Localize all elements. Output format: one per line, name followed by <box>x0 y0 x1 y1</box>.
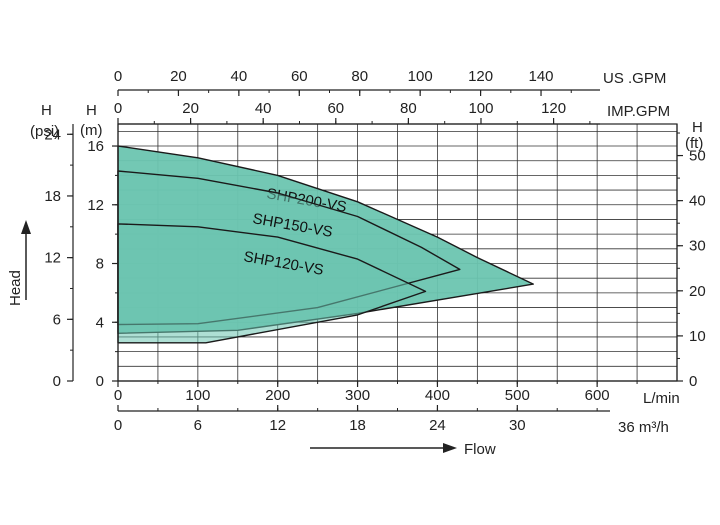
tick-label: 24 <box>429 417 446 434</box>
curve-area-shp120-vs <box>117 223 427 344</box>
tick-label: 40 <box>689 193 706 210</box>
tick-label: 60 <box>291 68 308 85</box>
tick-label: 30 <box>509 417 526 434</box>
tick-label: 18 <box>349 417 366 434</box>
tick-label: 0 <box>53 373 61 390</box>
tick-label: 100 <box>468 100 493 117</box>
psi-axis-h: H <box>41 102 52 119</box>
tick-label: 10 <box>689 328 706 345</box>
ft-axis-unit: (ft) <box>685 135 703 152</box>
l-min-unit: L/min <box>643 390 680 407</box>
axis-head-m: 0 4 8 12 16 <box>87 124 119 390</box>
tick-label: 12 <box>44 250 61 267</box>
tick-label: 60 <box>327 100 344 117</box>
imp-gpm-unit: IMP.GPM <box>607 103 670 120</box>
m-axis-unit: (m) <box>80 122 103 139</box>
tick-label: 20 <box>182 100 199 117</box>
tick-label: 12 <box>87 197 104 214</box>
tick-label: 80 <box>351 68 368 85</box>
tick-label: 20 <box>689 283 706 300</box>
tick-label: 0 <box>96 373 104 390</box>
tick-label: 6 <box>194 417 202 434</box>
head-arrow <box>21 220 31 300</box>
tick-label: 12 <box>269 417 286 434</box>
tick-label: 0 <box>114 68 122 85</box>
axis-us-gpm: 0 20 40 60 80 100 120 140 <box>114 68 600 96</box>
axis-imp-gpm: 0 20 40 60 80 100 120 <box>114 100 600 125</box>
tick-label: 4 <box>96 314 104 331</box>
tick-label: 100 <box>408 68 433 85</box>
tick-label: 40 <box>231 68 248 85</box>
tick-label: 500 <box>505 387 530 404</box>
tick-label: 600 <box>585 387 610 404</box>
m3-h-unit: 36 m³/h <box>618 419 669 436</box>
flow-label: Flow <box>464 441 496 458</box>
tick-label: 0 <box>689 373 697 390</box>
ft-axis-h: H <box>692 119 703 136</box>
tick-label: 200 <box>265 387 290 404</box>
tick-label: 140 <box>529 68 554 85</box>
us-gpm-unit: US .GPM <box>603 70 666 87</box>
tick-label: 120 <box>541 100 566 117</box>
head-label: Head <box>7 270 24 306</box>
tick-label: 50 <box>689 148 706 165</box>
tick-label: 0 <box>114 387 122 404</box>
axis-head-ft: 0 10 20 30 40 50 <box>676 124 706 390</box>
tick-label: 300 <box>345 387 370 404</box>
tick-label: 16 <box>87 138 104 155</box>
tick-label: 120 <box>468 68 493 85</box>
tick-label: 80 <box>400 100 417 117</box>
tick-label: 400 <box>425 387 450 404</box>
tick-label: 8 <box>96 256 104 273</box>
psi-axis-unit: (psi) <box>30 123 59 140</box>
axis-head-psi: 0 6 12 18 24 <box>44 124 74 390</box>
tick-label: 100 <box>185 387 210 404</box>
m-axis-h: H <box>86 102 97 119</box>
axis-m3-h: 0 6 12 18 24 30 <box>114 405 610 434</box>
tick-label: 30 <box>689 238 706 255</box>
flow-arrow <box>310 443 457 453</box>
tick-label: 0 <box>114 100 122 117</box>
tick-label: 20 <box>170 68 187 85</box>
axis-l-min: 0 100 200 300 400 500 600 <box>114 380 677 404</box>
tick-label: 24 <box>44 126 61 143</box>
tick-label: 18 <box>44 188 61 205</box>
tick-label: 6 <box>53 311 61 328</box>
tick-label: 40 <box>255 100 272 117</box>
tick-label: 0 <box>114 417 122 434</box>
